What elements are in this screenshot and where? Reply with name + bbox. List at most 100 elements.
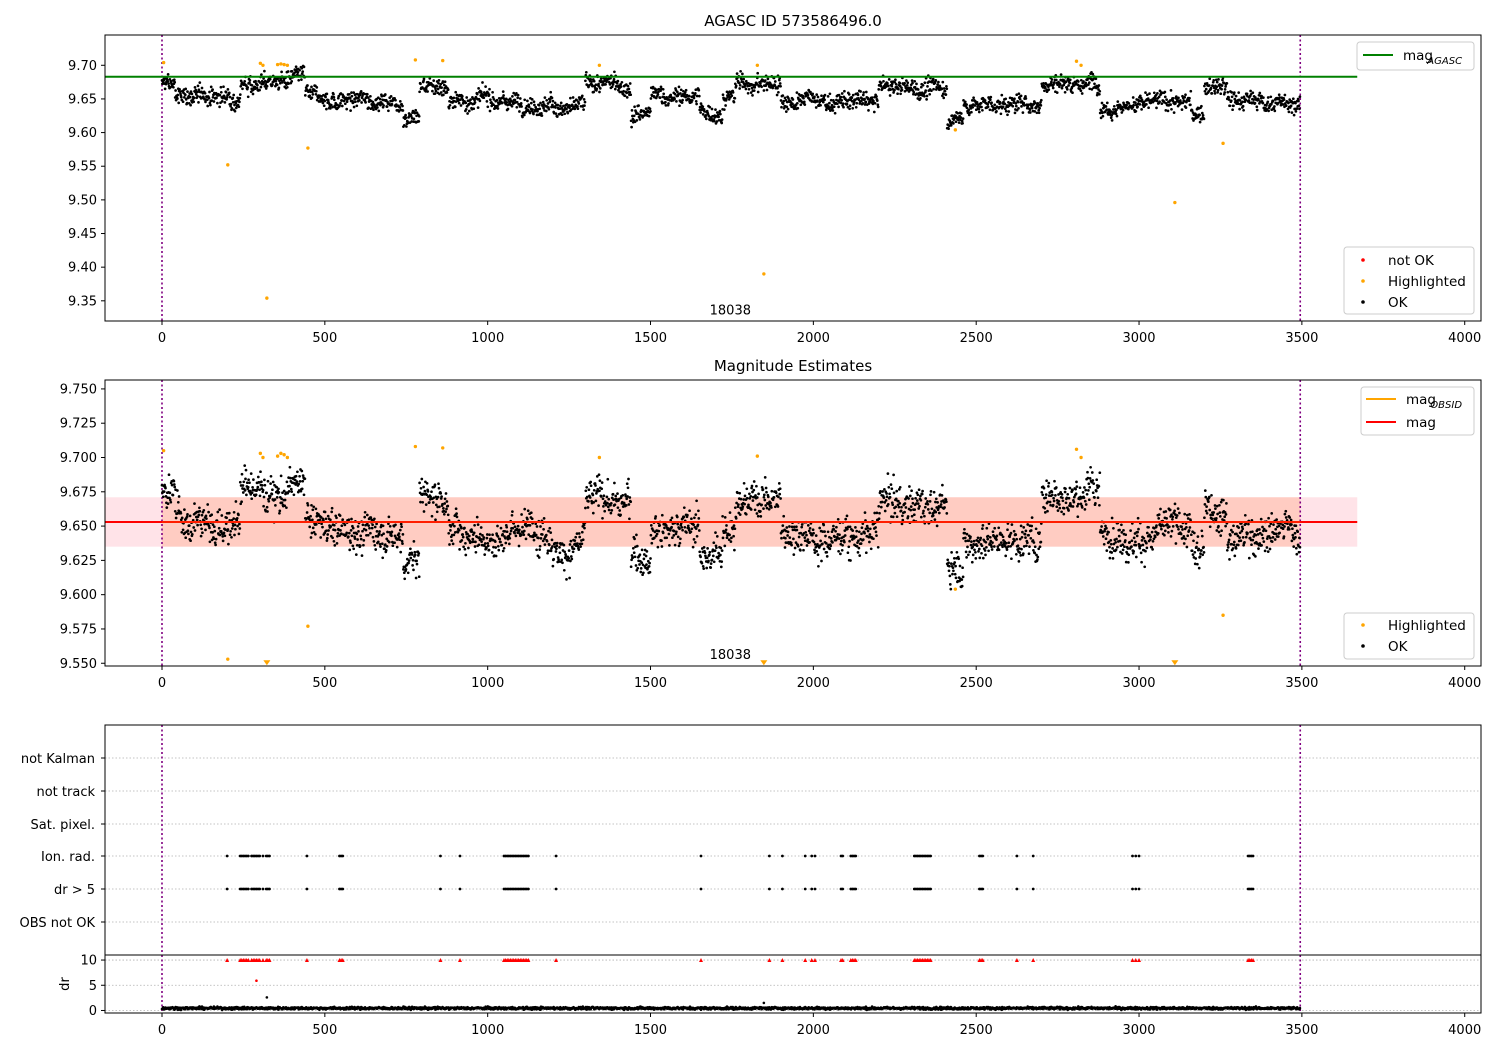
top-panel-ok-point [565,107,568,111]
middle-panel-ok-point [318,518,322,522]
middle-panel-ok-point [583,526,586,530]
middle-panel-ok-point [1127,553,1131,557]
middle-panel-ok-point [463,526,466,530]
middle-panel-ok-point [1095,478,1099,482]
middle-panel-ok-point [843,540,846,544]
middle-panel-ok-point [898,485,902,489]
middle-panel-ok-point [638,563,641,566]
middle-panel-ok-point [887,485,891,489]
middle-panel-ok-point [485,546,488,550]
top-panel-ok-point [367,106,370,110]
middle-panel-ok-point [464,541,467,545]
middle-panel-ok-point [530,517,534,521]
top-panel-ok-point [897,87,900,91]
middle-panel-ok-point [776,505,780,508]
middle-panel-ok-point [1098,471,1102,475]
top-panel-ok-point [977,107,981,111]
top-panel-ok-point [827,105,830,108]
middle-panel-ok-point [367,524,370,527]
top-panel-ok-point [980,105,983,109]
middle-panel-ok-point [838,533,841,537]
middle-panel-ok-point [1039,540,1043,544]
middle-panel-ok-point [733,548,736,552]
middle-panel-ok-point [778,487,782,491]
middle-panel-ok-point [1118,539,1122,543]
middle-panel-ok-point [742,481,746,485]
top-panel-ok-point [417,114,421,118]
middle-panel-ok-point [1108,545,1111,549]
middle-panel-ok-point [897,505,901,509]
middle-panel-ok-point [948,564,951,568]
middle-panel-ok-point [609,511,613,515]
top-panel-ok-point [1238,107,1241,111]
top-panel-ok-point [205,98,209,102]
middle-panel-ok-point [232,517,236,520]
top-panel-ok-point [571,96,575,99]
top-panel-ok-point [376,106,379,109]
top-panel-ok-point [925,98,928,101]
top-panel-ok-point [695,102,698,106]
middle-panel-ok-point [260,480,263,484]
middle-panel-ok-point [197,513,201,517]
top-panel-ok-point [515,100,519,104]
top-panel-ok-point [188,95,192,99]
middle-panel-ok-point [748,492,751,496]
middle-panel-ok-point [728,533,731,537]
middle-panel-ok-point [1010,557,1013,561]
middle-panel-ok-point [911,497,914,501]
top-panel-ok-point [495,98,499,102]
middle-panel-ok-point [777,482,781,485]
top-panel-ok-point [512,91,516,95]
middle-panel-ok-point [444,510,447,514]
top-panel-ok-point [212,100,216,103]
middle-panel-ok-point [387,515,391,519]
top-panel-ok-point [1166,109,1170,113]
top-panel-ok-point [526,99,529,103]
middle-panel-ok-point [1173,509,1176,513]
top-panel-ok-point [981,108,984,112]
top-panel-ok-point [848,107,851,111]
top-panel-ok-point [443,80,447,84]
top-panel-ok-point [733,96,737,100]
top-panel-ok-point [1094,77,1098,81]
middle-panel-ok-point [462,545,465,549]
top-panel-ok-point [172,85,175,89]
top-panel-ok-point [1297,104,1301,108]
middle-panel-ok-point [803,536,807,539]
top-panel-ok-point [610,85,614,89]
top-panel-ok-point [491,90,494,94]
top-panel-ok-point [454,100,458,103]
middle-panel-ok-point [1167,531,1170,534]
middle-panel-ok-point [1096,496,1100,500]
middle-panel-ok-point [926,502,930,506]
top-panel-ok-point [329,103,333,107]
middle-panel-ok-point [242,480,246,484]
middle-panel-ok-point [1044,496,1048,500]
top-panel-ok-point [1132,103,1136,107]
top-panel-ok-point [166,79,170,83]
middle-panel-ok-point [354,553,358,556]
top-panel-ok-point [957,121,961,124]
middle-panel-ok-point [613,481,616,485]
top-panel-ok-points [160,64,1302,131]
middle-panel-ok-point [619,513,622,517]
top-panel-ok-point [583,100,587,104]
top-panel-ok-point [465,96,469,99]
middle-panel-ok-point [464,553,468,557]
top-panel-ok-point [919,85,923,89]
top-panel-ok-point [1204,87,1208,91]
middle-panel-ok-point [471,537,475,541]
top-panel-ok-point [899,92,902,96]
middle-panel-ok-point [398,538,402,542]
middle-panel-ok-point [544,533,548,537]
top-panel-ok-point [1028,111,1032,114]
middle-panel-ok-point [1157,517,1161,520]
top-panel-ok-point [839,95,843,99]
middle-panel-ok-point [266,479,270,483]
top-panel-ok-point [211,88,214,91]
top-panel-ok-point [636,112,640,116]
middle-panel-ok-point [529,511,533,515]
top-panel-ok-point [773,84,777,87]
top-panel-ok-point [1158,100,1161,104]
top-panel-ok-point [1228,104,1232,108]
